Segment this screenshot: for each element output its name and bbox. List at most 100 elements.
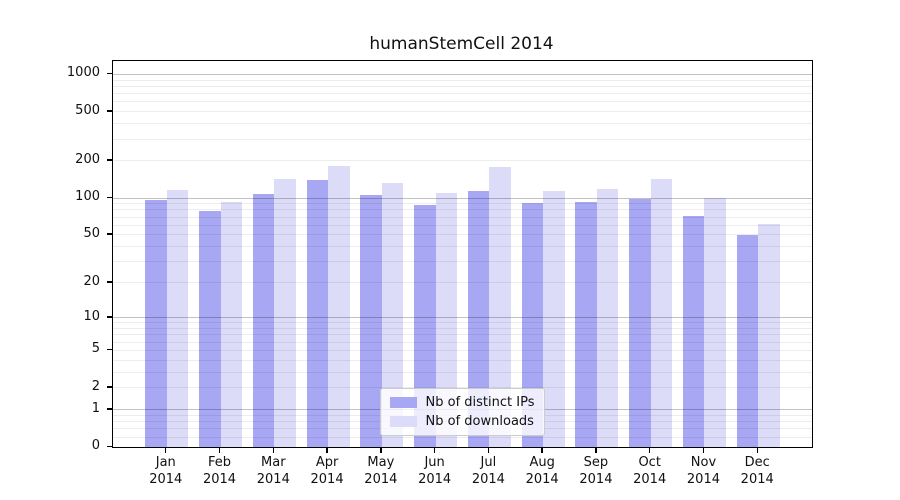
bar-downloads-nov	[704, 198, 726, 447]
gridline-minor	[113, 203, 812, 205]
bar-distinct-ips-nov	[682, 216, 705, 447]
legend-label-distinct-ips: Nb of distinct IPs	[425, 395, 535, 410]
y-axis-tick	[107, 386, 112, 388]
bar-downloads-sep	[596, 188, 619, 447]
gridline-minor	[113, 93, 812, 95]
y-axis-tick-label: 50	[83, 225, 100, 241]
y-axis-tick-label: 2	[91, 378, 100, 394]
x-axis-tick	[218, 447, 221, 453]
gridline-minor	[113, 216, 812, 218]
legend-item-downloads: Nb of downloads	[389, 414, 535, 429]
gridline-minor	[113, 261, 812, 263]
x-axis-tick	[756, 447, 758, 453]
x-axis-tick-label: Apr 2014	[310, 455, 344, 487]
y-axis-tick	[107, 196, 112, 198]
x-axis-tick	[326, 447, 328, 453]
x-axis-tick	[595, 447, 597, 453]
x-axis-tick	[380, 447, 382, 453]
gridline-minor	[113, 334, 812, 336]
bar-downloads-may	[381, 183, 404, 447]
x-axis-tick	[272, 447, 274, 453]
gridline-minor	[113, 282, 812, 284]
bar-downloads-aug	[543, 190, 565, 447]
y-axis-tick-label: 500	[75, 102, 100, 118]
y-axis-tick-label: 5	[91, 341, 100, 357]
gridline-minor	[113, 436, 812, 438]
bar-distinct-ips-sep	[575, 201, 597, 447]
y-axis-tick	[107, 233, 112, 235]
bar-distinct-ips-jun	[414, 205, 436, 447]
x-axis-tick-label: Sep 2014	[579, 455, 613, 487]
x-axis-tick-label: Aug 2014	[525, 455, 559, 487]
y-axis-tick-label: 100	[75, 189, 100, 205]
gridline-minor	[113, 322, 812, 324]
y-axis-tick	[107, 110, 112, 112]
bar-downloads-mar	[274, 178, 296, 447]
bar-distinct-ips-jan	[145, 199, 167, 447]
y-axis-tick	[107, 408, 112, 410]
y-axis-tick	[107, 281, 112, 283]
gridline-minor	[113, 101, 812, 103]
bar-distinct-ips-mar	[252, 194, 275, 447]
legend: Nb of distinct IPs Nb of downloads	[379, 388, 546, 436]
y-axis-tick	[107, 348, 112, 351]
gridline-minor	[113, 111, 812, 113]
bar-distinct-ips-oct	[629, 198, 651, 447]
gridline-minor	[113, 79, 812, 81]
x-axis-tick	[165, 447, 167, 453]
gridline-major	[113, 317, 812, 319]
y-axis-tick-label: 200	[75, 151, 100, 167]
bar-downloads-jul	[489, 167, 511, 447]
x-axis-tick-label: Mar 2014	[256, 455, 290, 487]
bar-downloads-apr	[328, 166, 350, 447]
bars-layer	[113, 61, 812, 447]
y-axis-tick-label: 1000	[66, 65, 100, 81]
gridline-minor	[113, 209, 812, 211]
bar-distinct-ips-may	[360, 194, 382, 447]
x-axis-tick-label: Dec 2014	[740, 455, 774, 487]
gridline-minor	[113, 160, 812, 162]
y-axis-tick-label: 1	[91, 400, 100, 416]
bar-distinct-ips-feb	[199, 211, 221, 447]
gridline-minor	[113, 327, 812, 329]
x-axis-tick-label: Jan 2014	[149, 455, 183, 487]
chart-title: humanStemCell 2014	[369, 34, 554, 54]
bar-downloads-oct	[650, 179, 673, 447]
y-axis-tick	[107, 316, 112, 318]
gridline-minor	[113, 246, 812, 248]
bar-distinct-ips-jul	[467, 191, 490, 447]
x-axis-tick	[433, 447, 436, 453]
bar-distinct-ips-aug	[521, 202, 544, 447]
bar-downloads-feb	[220, 201, 243, 447]
gridline-minor	[113, 359, 812, 361]
x-axis-tick-label: May 2014	[364, 455, 398, 487]
gridline-minor	[113, 349, 812, 351]
x-axis-tick-label: Nov 2014	[686, 455, 720, 487]
gridline-minor	[113, 341, 812, 343]
x-axis-tick-label: Jul 2014	[471, 455, 505, 487]
legend-item-distinct-ips: Nb of distinct IPs	[389, 395, 535, 410]
bar-downloads-jan	[166, 189, 189, 447]
gridline-minor	[113, 85, 812, 87]
y-axis-tick-label: 20	[83, 273, 100, 289]
plot-area: Nb of distinct IPs Nb of downloads	[112, 60, 813, 448]
gridline-major	[113, 197, 812, 199]
y-axis-tick-label: 0	[91, 438, 100, 453]
gridline-minor	[113, 234, 812, 236]
gridline-minor	[113, 224, 812, 226]
gridline-minor	[113, 123, 812, 125]
x-axis-tick	[487, 447, 490, 453]
y-axis-tick	[107, 159, 112, 161]
x-axis-tick-label: Oct 2014	[633, 455, 667, 487]
bar-distinct-ips-apr	[306, 180, 329, 447]
y-axis-tick	[107, 72, 112, 75]
legend-swatch-distinct-ips-icon	[389, 397, 417, 408]
x-axis-tick	[541, 447, 543, 453]
y-axis-tick-label: 10	[83, 308, 100, 324]
gridline-minor	[113, 371, 812, 373]
bar-downloads-jun	[435, 192, 458, 447]
bar-downloads-dec	[758, 224, 780, 447]
x-axis-tick	[702, 447, 705, 453]
x-axis-tick-label: Jun 2014	[418, 455, 452, 487]
